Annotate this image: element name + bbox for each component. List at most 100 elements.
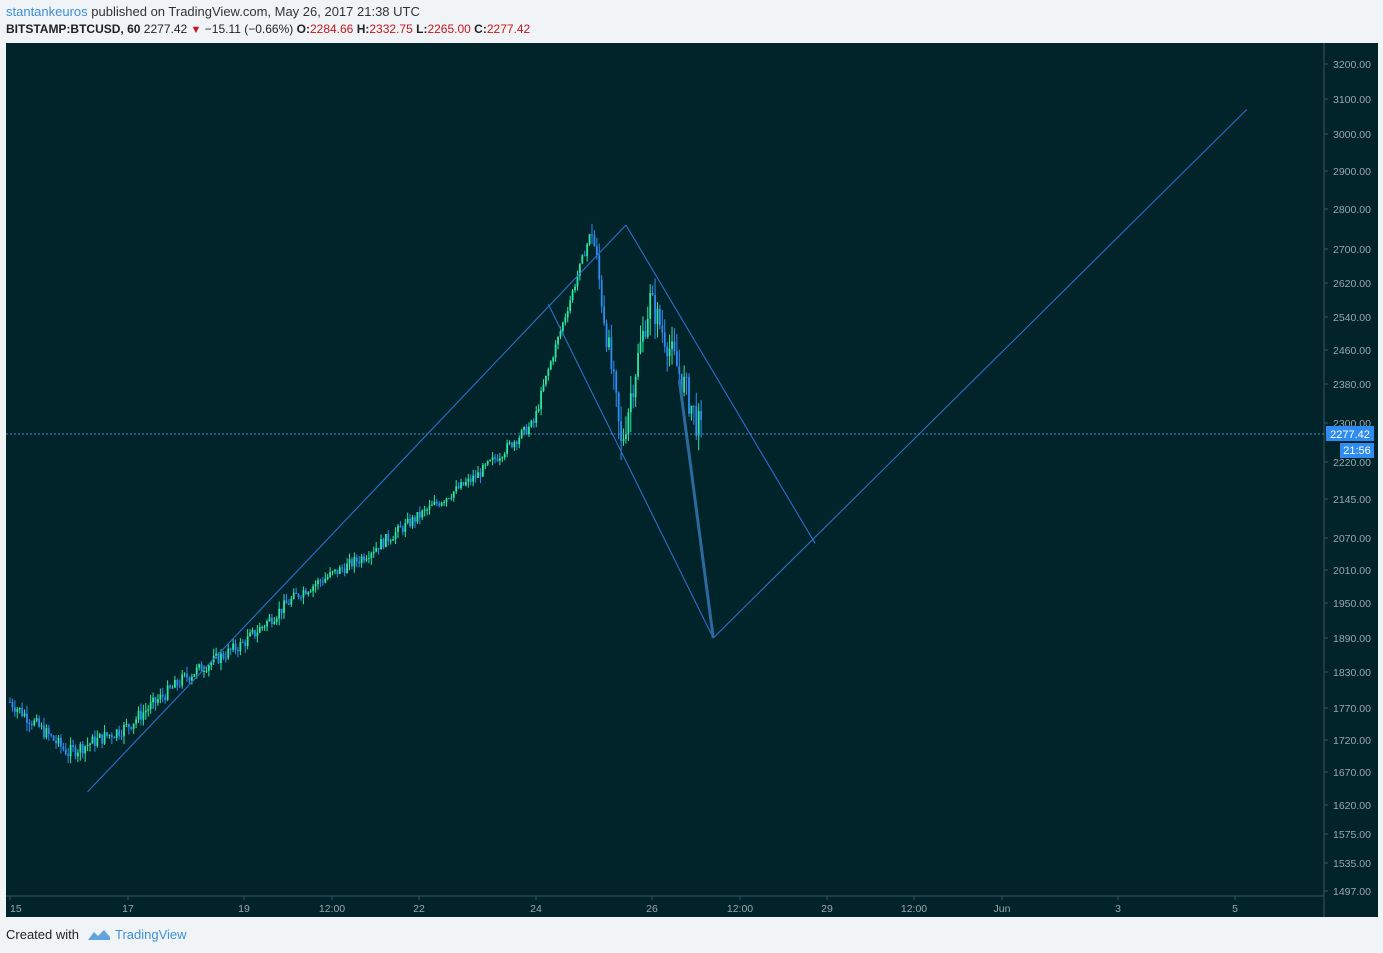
candle-body [77,752,79,757]
price-tick-label: 3100.00 [1333,94,1371,106]
candle-body [237,649,239,652]
tradingview-logo-icon [87,929,110,940]
candle-body [164,696,167,700]
candle-body [411,517,414,527]
candle-body [404,522,407,532]
candle-body [234,643,237,650]
candle-body [593,234,596,247]
candle-body [40,725,43,727]
candle-body [571,290,574,301]
candle-body [183,673,186,675]
time-tick-label: 12:00 [901,903,927,915]
candle-body [440,502,443,506]
candle-body [450,497,453,499]
candle-body [416,512,419,522]
candle-body [16,709,19,712]
trend-drawings[interactable] [87,109,1248,793]
candle-body [101,734,104,744]
candle-body [309,591,312,593]
candle-body [659,308,661,326]
candle-body [86,744,89,747]
candle-body [627,412,630,435]
candle-body [215,653,218,656]
candle-body [690,405,693,414]
candle-body [591,234,593,236]
candle-body [307,592,310,595]
candle-body [472,475,475,482]
price-axis[interactable]: 3200.00 3100.00 3000.00 2900.00 2800.00 2700.… [1324,59,1371,898]
candle-body [207,665,210,671]
high-value: 2332.75 [369,22,413,36]
candle-body [358,561,361,564]
candle-body [448,498,450,500]
candle-body [43,725,45,738]
author-link[interactable]: stantankeuros [6,4,88,19]
price-tick-label: 1950.00 [1333,598,1371,610]
candle-body [161,694,164,697]
time-axis[interactable]: 15 17 19 12:00 22 24 26 12:00 29 12:00 Jun 3 5 [9,896,1238,915]
candle-body [317,580,319,585]
time-tick-label: 12:00 [319,903,345,915]
candle-body [261,626,264,628]
down-arrow-icon: ▼ [190,24,202,36]
candle-body [62,746,65,750]
candle-body [229,648,232,650]
candle-body [278,608,281,619]
candle-body [312,586,315,592]
candle-body [435,501,438,504]
candle-body [266,621,268,627]
price-tick-label: 2800.00 [1333,204,1371,216]
candle-body [55,740,57,744]
tradingview-brand-link[interactable]: TradingView [114,927,187,942]
candle-body [144,710,147,713]
channel-upper-line[interactable] [87,224,627,793]
candle-body [198,664,201,668]
candle-body [103,732,106,744]
candle-body [123,724,125,737]
time-tick-label: 12:00 [727,903,753,915]
candle-body [195,667,198,675]
candle-body [540,390,542,410]
candle-body [615,371,618,393]
candle-body [375,548,378,552]
candle-body [254,630,256,637]
candle-body [205,670,208,672]
candle-body [528,426,530,435]
candle-body [680,373,683,393]
candle-body [530,420,533,427]
time-tick-label: 19 [238,903,250,915]
price-tick-label: 1535.00 [1333,858,1371,870]
price-tick-label: 2540.00 [1333,312,1371,324]
candle-body [608,337,610,348]
candle-body [343,568,346,574]
low-label: L: [416,22,428,36]
open-label: O: [296,22,310,36]
forecast-arrow[interactable] [677,379,715,639]
candle-body [338,567,341,574]
candle-body [154,697,157,703]
candle-body [625,434,627,440]
candle-body [465,481,467,486]
candle-body [603,306,606,324]
time-tick-label: 3 [1115,903,1121,915]
candle-body [697,410,700,436]
candle-body [26,713,28,723]
projected-up-line[interactable] [712,109,1248,639]
descending-upper-line[interactable] [625,224,816,544]
candle-body [481,464,484,477]
candle-body [69,745,72,757]
candle-body [268,617,271,622]
candle-body [423,509,426,511]
candle-body [297,593,300,598]
candle-body [287,603,290,605]
candle-body [671,341,673,349]
candle-body [159,694,162,700]
price-axis-background [1324,43,1378,917]
price-chart[interactable]: 3200.00 3100.00 3000.00 2900.00 2800.00 2700.… [6,43,1378,917]
candle-body [227,648,230,658]
candle-body [600,279,603,307]
candle-body [326,576,329,579]
channel-drop-line[interactable] [547,304,714,639]
candle-body [639,341,642,353]
candle-body [581,255,584,264]
